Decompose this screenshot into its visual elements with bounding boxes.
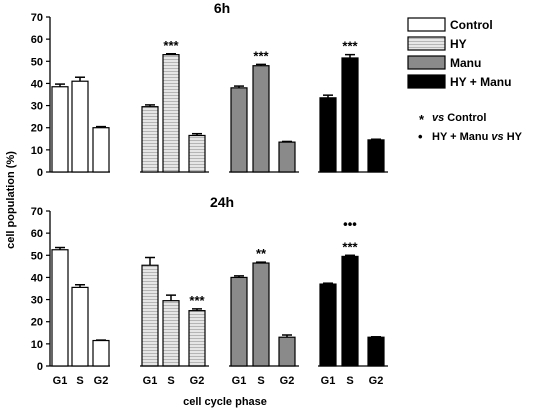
y-tick-label: 40 xyxy=(31,78,43,90)
x-tick-label: S xyxy=(346,375,353,387)
bar-control-g2 xyxy=(92,127,110,173)
significance-marker: *** xyxy=(253,48,269,63)
x-tick-label: G2 xyxy=(280,375,295,387)
bar-hy-manu-g1 xyxy=(319,283,337,367)
legend-entry-manu: Manu xyxy=(407,55,481,70)
y-tick-label: 0 xyxy=(37,167,43,179)
legend-swatch-hy xyxy=(407,36,446,51)
y-tick-label: 10 xyxy=(31,145,43,157)
x-tick-label: S xyxy=(257,375,264,387)
x-tick-label: G2 xyxy=(369,375,384,387)
legend-note-hy-manu-vs-hy: • HY + Manu vs HY xyxy=(418,129,523,144)
y-tick-label: 30 xyxy=(31,101,43,113)
legend-swatch-hy-manu xyxy=(407,74,446,89)
legend-note-text-part: HY xyxy=(504,131,523,143)
y-tick-label: 0 xyxy=(37,361,43,373)
bar-control-g2 xyxy=(92,339,110,367)
x-tick-label: G1 xyxy=(143,375,158,387)
significance-marker: ** xyxy=(256,246,267,261)
legend-note-text: HY + Manu vs HY xyxy=(432,131,523,143)
panel-6h: 6h 0 10 20 30 40 50 60 70 *** *** *** xyxy=(31,0,388,179)
bar-hy-manu-g2 xyxy=(367,139,385,173)
bar-hy-s xyxy=(162,54,180,173)
y-axis-label: cell population (%) xyxy=(5,151,17,249)
bar-hy-g1 xyxy=(141,264,159,367)
panel-title: 24h xyxy=(210,194,234,210)
bar-manu-s xyxy=(252,262,270,367)
bar-control-s xyxy=(71,80,89,173)
bar-hy-manu-s xyxy=(341,57,359,173)
x-tick-label: G1 xyxy=(53,375,68,387)
bar-control-g1 xyxy=(51,86,69,173)
legend-note-vs-control: * vs Control xyxy=(419,112,486,127)
legend-label: Manu xyxy=(450,56,481,70)
x-tick-label: G1 xyxy=(232,375,247,387)
significance-marker: *** xyxy=(189,293,205,308)
y-tick-label: 20 xyxy=(31,317,43,329)
legend-swatch-control xyxy=(407,17,446,32)
legend-entry-hy-manu: HY + Manu xyxy=(407,74,511,89)
legend-note-symbol: • xyxy=(418,129,423,144)
legend-label: Control xyxy=(450,18,493,32)
legend-note-text-part: Control xyxy=(444,112,486,124)
x-tick-label: S xyxy=(76,375,83,387)
y-tick-label: 20 xyxy=(31,123,43,135)
x-axis-label: cell cycle phase xyxy=(183,396,267,408)
bar-control-s xyxy=(71,286,89,367)
bar-manu-g2 xyxy=(278,141,296,173)
bar-hy-g2 xyxy=(188,134,206,173)
legend: Control HY Manu HY + Manu * vs Control •… xyxy=(407,17,523,144)
legend-label: HY + Manu xyxy=(450,75,511,89)
significance-marker: *** xyxy=(163,38,179,53)
bar-hy-s xyxy=(162,300,180,367)
legend-note-text-part: vs xyxy=(432,112,444,124)
bar-hy-manu-s xyxy=(341,255,359,367)
bar-manu-g1 xyxy=(230,87,248,173)
legend-note-text-part: HY + Manu xyxy=(432,131,491,143)
legend-entry-control: Control xyxy=(407,17,493,32)
y-tick-label: 60 xyxy=(31,34,43,46)
legend-note-text: vs Control xyxy=(432,112,486,124)
legend-note-symbol: * xyxy=(419,112,425,127)
y-tick-label: 70 xyxy=(31,206,43,218)
bar-hy-manu-g1 xyxy=(319,97,337,173)
significance-marker: *** xyxy=(342,39,358,54)
bar-manu-s xyxy=(252,65,270,173)
legend-label: HY xyxy=(450,37,467,51)
y-tick-label: 50 xyxy=(31,56,43,68)
y-tick-label: 60 xyxy=(31,228,43,240)
bar-hy-manu-g2 xyxy=(367,336,385,367)
x-tick-label: G2 xyxy=(190,375,205,387)
significance-marker: *** xyxy=(342,239,358,254)
significance-marker: ••• xyxy=(343,216,357,231)
legend-swatch-manu xyxy=(407,55,446,70)
bar-manu-g1 xyxy=(230,276,248,367)
y-tick-label: 40 xyxy=(31,272,43,284)
legend-note-text-part: vs xyxy=(491,131,503,143)
bar-hy-g1 xyxy=(141,106,159,173)
x-tick-label: G1 xyxy=(321,375,336,387)
x-tick-label: S xyxy=(167,375,174,387)
y-tick-label: 30 xyxy=(31,295,43,307)
bar-control-g1 xyxy=(51,249,69,367)
panel-title: 6h xyxy=(214,0,230,16)
x-tick-label: G2 xyxy=(94,375,109,387)
bar-manu-g2 xyxy=(278,336,296,367)
legend-entry-hy: HY xyxy=(407,36,467,51)
bar-hy-g2 xyxy=(188,310,206,367)
y-tick-label: 50 xyxy=(31,250,43,262)
y-tick-label: 10 xyxy=(31,339,43,351)
y-tick-label: 70 xyxy=(31,12,43,24)
